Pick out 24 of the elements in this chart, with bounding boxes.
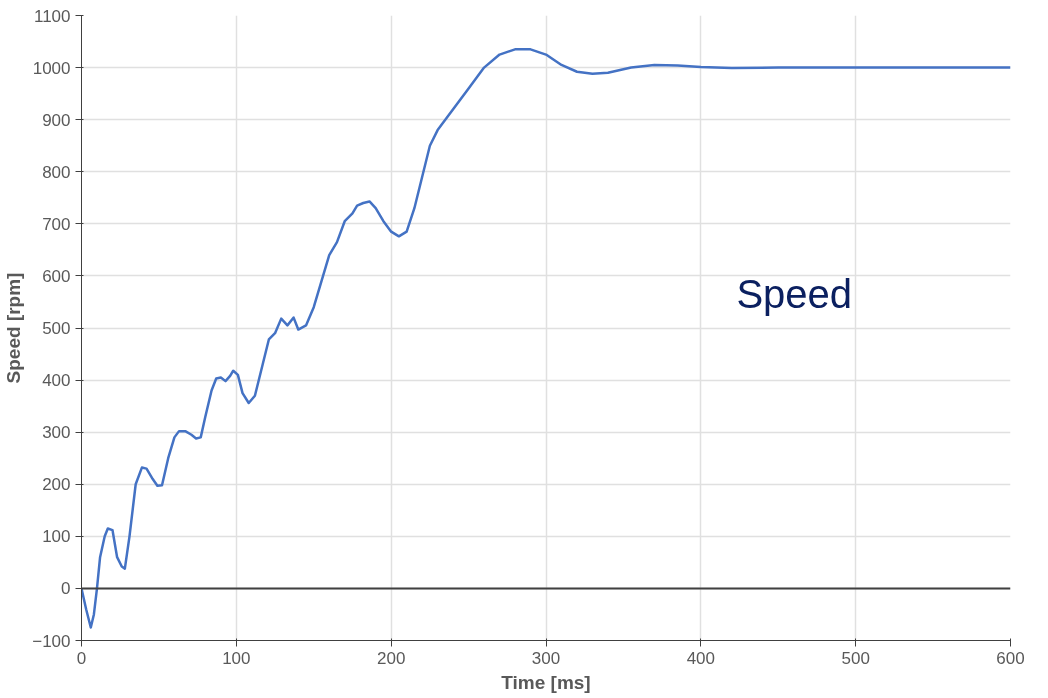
y-tick-label: 200 [42,475,71,495]
y-tick-label: 900 [42,110,71,130]
x-tick-label: 200 [376,648,406,668]
y-tick-label: −100 [32,631,71,651]
annotation: Speed [736,271,853,316]
y-tick-label: 0 [61,579,71,599]
x-tick-label: 100 [222,648,251,668]
y-tick-label: 800 [42,162,71,182]
y-tick-label: 500 [42,319,71,338]
x-tick-label: 600 [996,648,1025,668]
x-axis-title: Time [ms] [501,671,591,693]
x-tick-label: 300 [531,648,561,668]
line-series [81,48,1011,629]
x-tick-label: 0 [76,648,87,668]
x-tick-label: 500 [841,648,870,668]
y-tick-label: 100 [42,527,71,547]
y-axis-title: Speed [rpm] [3,272,25,384]
x-tick-label: 400 [686,648,716,668]
y-tick-label: 1000 [32,58,71,78]
y-tick-label: 1100 [33,6,71,26]
y-tick-label: 600 [42,266,71,286]
y-tick-label: 300 [42,423,71,443]
y-tick-label: 700 [42,214,71,234]
y-tick-label: 400 [42,371,71,391]
